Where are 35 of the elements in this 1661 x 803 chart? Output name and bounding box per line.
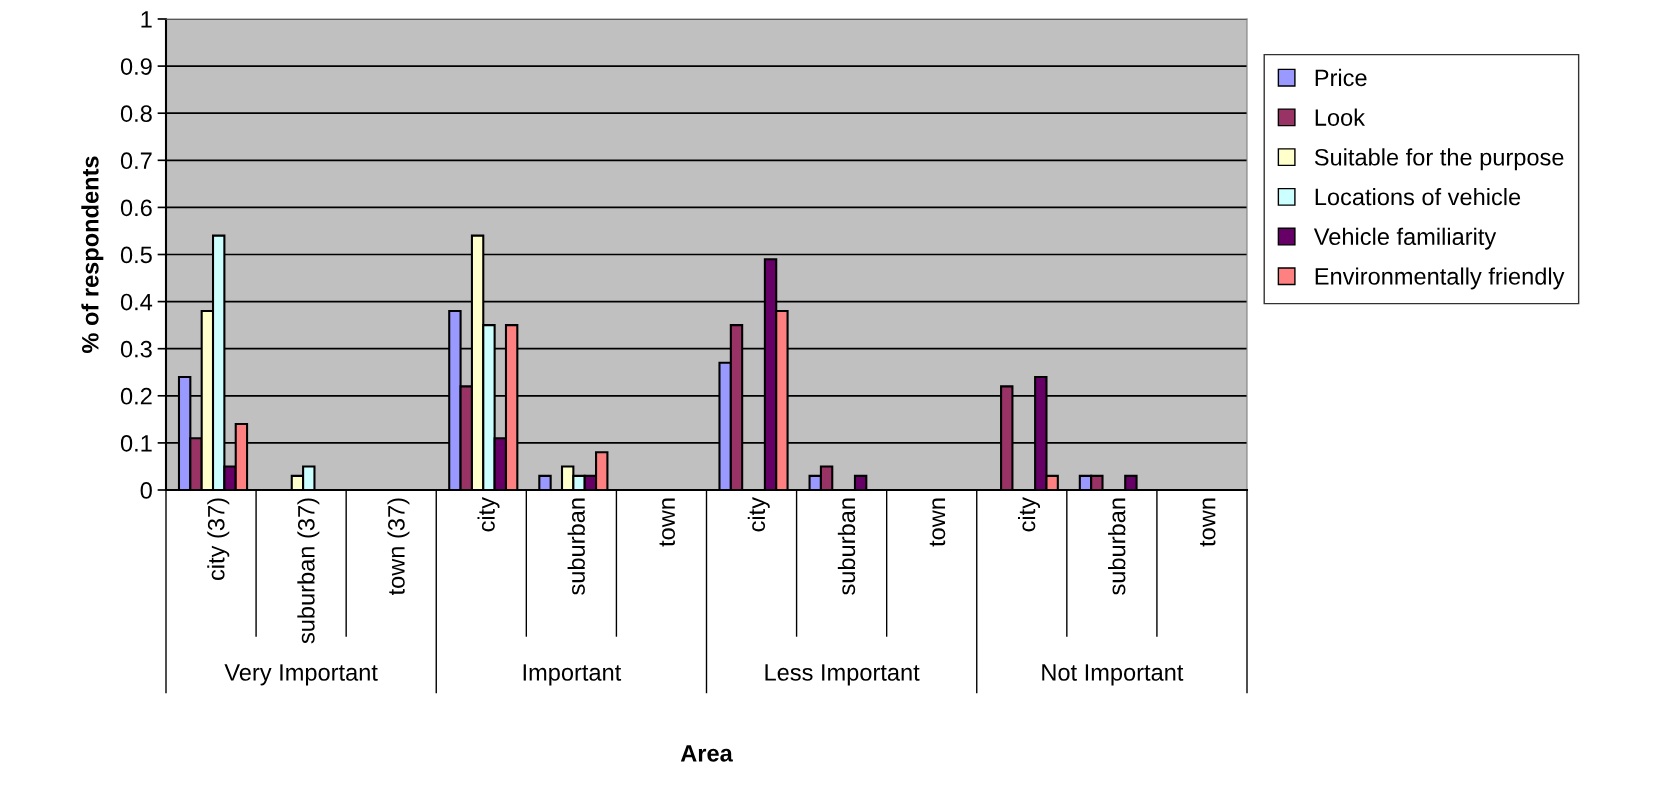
y-tick-label: 1 — [141, 11, 152, 28]
x-tick-label: town (37) — [387, 498, 410, 596]
y-tick-label: 0.6 — [120, 199, 152, 217]
text: Not Important — [1042, 664, 1184, 686]
y-tick-label: 0.5 — [120, 246, 152, 264]
x-tick-label: city — [477, 497, 500, 532]
x-tick-label: city (37) — [207, 498, 230, 581]
y-axis-title: % of respondents — [81, 156, 104, 353]
y-tick-label: 0.4 — [120, 293, 153, 311]
y-tick-label: 0 — [140, 482, 152, 499]
y-tick-label: 0.3 — [120, 340, 152, 358]
y-tick-label: 0.2 — [120, 387, 152, 405]
legend-label: Price — [1315, 68, 1367, 87]
x-tick-label: suburban — [567, 498, 585, 595]
x-tick-label: town — [659, 498, 675, 547]
y-tick-label: 0.7 — [120, 152, 152, 170]
legend-label: Look — [1315, 108, 1366, 126]
x-tick-label: town — [1200, 498, 1216, 547]
x-axis-title: Area — [680, 745, 733, 762]
text: Very Important — [224, 664, 378, 686]
y-tick-label: 0.8 — [120, 105, 152, 122]
x-tick-label: city — [747, 497, 770, 532]
x-tick-label: town — [929, 498, 946, 547]
y-tick-label: 0.9 — [120, 58, 152, 75]
x-tick-label: suburban — [837, 498, 856, 595]
legend-label: Suitable for the purpose — [1314, 148, 1564, 171]
x-tick-label: suburban (37) — [297, 498, 320, 644]
text: Important — [523, 664, 622, 686]
x-tick-label: city — [1017, 497, 1040, 532]
legend-label: Vehicle familiarity — [1313, 227, 1497, 250]
y-tick-label: 0.1 — [120, 434, 152, 452]
legend-label: Locations of vehicle — [1315, 187, 1521, 206]
legend-label: Environmentally friendly — [1315, 267, 1565, 290]
x-tick-label: suburban — [1108, 498, 1126, 595]
text: Less Important — [765, 664, 920, 686]
